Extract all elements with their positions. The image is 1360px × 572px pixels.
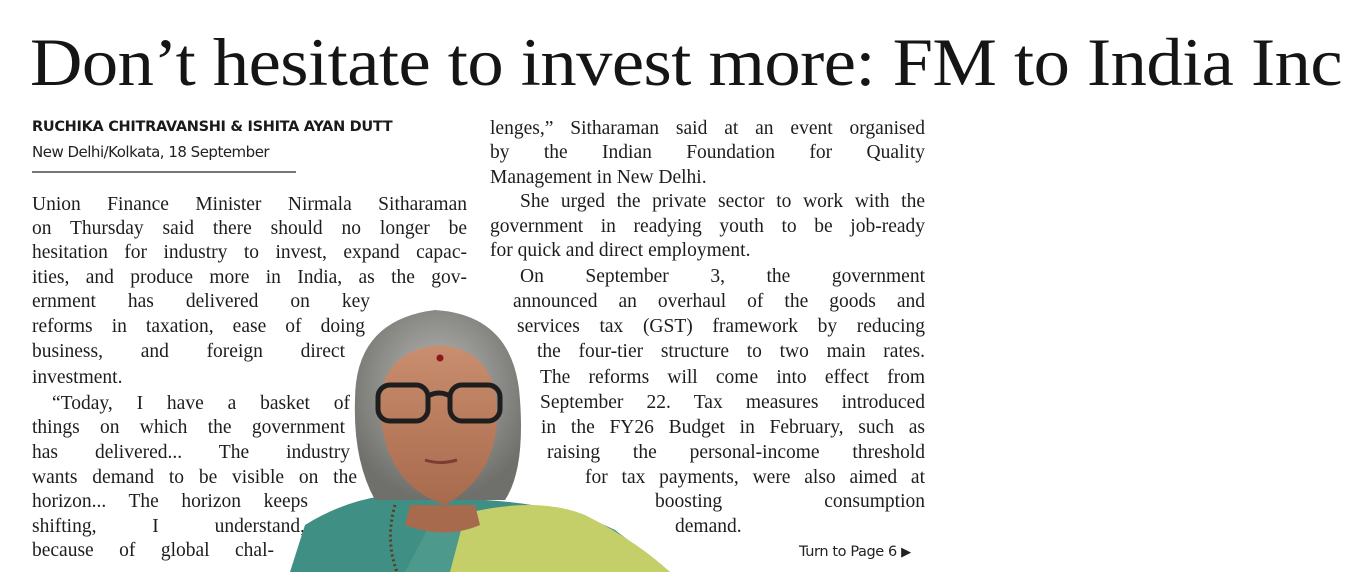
text-line: ities, and produce more in India, as the… <box>32 267 467 288</box>
byline: RUCHIKA CHITRAVANSHI & ISHITA AYAN DUTT <box>32 119 393 135</box>
text-line: demand. <box>675 516 742 537</box>
text-line: things on which the government <box>32 417 345 438</box>
text-line: ernment has delivered on key <box>32 291 370 312</box>
text-line: horizon... The horizon keeps <box>32 491 308 512</box>
triangle-right-icon: ▶ <box>901 545 911 560</box>
text-line: by the Indian Foundation for Quality <box>490 142 925 163</box>
text-line: Management in New Delhi. <box>490 167 707 188</box>
portrait-photo <box>290 310 670 572</box>
headline: Don’t hesitate to invest more: FM to Ind… <box>30 24 1343 100</box>
text-line: raising the personal-income threshold <box>547 442 925 463</box>
text-line: on Thursday said there should no longer … <box>32 218 467 239</box>
byline-divider <box>32 171 296 173</box>
text-line: for tax payments, were also aimed at <box>585 467 925 488</box>
continuation-link[interactable]: Turn to Page 6 ▶ <box>799 544 911 560</box>
text-line: “Today, I have a basket of <box>52 393 350 414</box>
text-line: boosting consumption <box>655 491 925 512</box>
text-line: wants demand to be visible on the <box>32 467 357 488</box>
text-line: business, and foreign direct <box>32 341 345 362</box>
text-line: lenges,” Sitharaman said at an event org… <box>490 118 925 139</box>
text-line: in the FY26 Budget in February, such as <box>541 417 925 438</box>
text-line: has delivered... The industry <box>32 442 350 463</box>
text-line: announced an overhaul of the goods and <box>513 291 925 312</box>
text-line: Union Finance Minister Nirmala Sitharama… <box>32 194 467 215</box>
text-line: The reforms will come into effect from <box>540 367 925 388</box>
text-line: hesitation for industry to invest, expan… <box>32 242 467 263</box>
text-line: services tax (GST) framework by reducing <box>517 316 925 337</box>
text-line: September 22. Tax measures introduced <box>540 392 925 413</box>
text-line: for quick and direct employment. <box>490 240 751 261</box>
continuation-label: Turn to Page 6 <box>799 544 897 560</box>
text-line: She urged the private sector to work wit… <box>520 191 925 212</box>
text-line: because of global chal- <box>32 540 274 561</box>
text-line: On September 3, the government <box>520 266 925 287</box>
text-line: investment. <box>32 367 123 388</box>
text-line: the four-tier structure to two main rate… <box>537 341 925 362</box>
dateline: New Delhi/Kolkata, 18 September <box>32 143 270 161</box>
text-line: shifting, I understand, <box>32 516 305 537</box>
text-line: government in readying youth to be job-r… <box>490 216 925 237</box>
text-line: reforms in taxation, ease of doing <box>32 316 365 337</box>
